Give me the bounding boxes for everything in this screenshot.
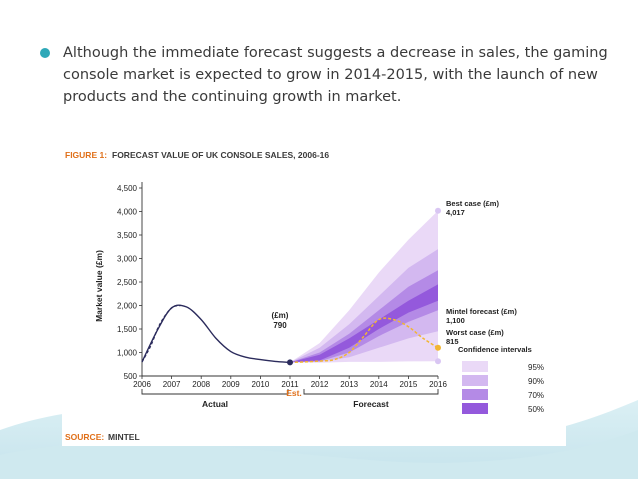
period-brackets <box>141 389 439 395</box>
legend-label: 50% <box>528 405 544 414</box>
x-tick-label: 2006 <box>133 380 151 389</box>
y-tick-label: 2,000 <box>117 302 138 311</box>
best-case-value: 4,017 <box>446 208 465 217</box>
legend-swatch-95pct <box>462 361 488 372</box>
x-tick-label: 2010 <box>252 380 270 389</box>
x-tick-label: 2016 <box>429 380 447 389</box>
y-tick-label: 3,000 <box>117 255 138 264</box>
y-tick-label: 1,000 <box>117 349 138 358</box>
confidence-bands <box>290 210 438 363</box>
mintel-forecast-value: 1,100 <box>446 316 465 325</box>
x-tick-label: 2014 <box>370 380 388 389</box>
y-tick-label: 1,500 <box>117 325 138 334</box>
bullet-text: Although the immediate forecast suggests… <box>63 45 608 105</box>
legend-swatch-90pct <box>462 375 488 386</box>
series-line-2 <box>289 317 439 364</box>
worst-case-label: Worst case (£m) <box>446 328 504 337</box>
x-tick-label: 2007 <box>163 380 181 389</box>
source-value: MINTEL <box>108 432 140 442</box>
x-tick-label: 2011 <box>281 380 299 389</box>
y-tick-label: 4,500 <box>117 184 138 193</box>
source-prefix: SOURCE: <box>65 432 104 442</box>
figure-title: FORECAST VALUE OF UK CONSOLE SALES, 2006… <box>112 150 329 160</box>
est-2011-unit: (£m) <box>272 311 289 320</box>
actual-period-label: Actual <box>202 399 228 409</box>
series-line-1 <box>141 304 181 363</box>
axes: 4,500 4,000 3,500 3,000 2,500 2,000 1,500 1,000… <box>117 182 447 389</box>
forecast-period-label: Forecast <box>353 399 389 409</box>
legend-title: Confidence intervals <box>458 345 532 354</box>
x-tick-label: 2009 <box>222 380 240 389</box>
band-70pct <box>290 270 438 363</box>
series-lines <box>141 304 439 364</box>
y-tick-label: 3,500 <box>117 231 138 240</box>
y-axis-label: Market value (£m) <box>94 250 104 322</box>
forecast-chart: FIGURE 1: FORECAST VALUE OF UK CONSOLE S… <box>65 150 544 442</box>
legend-label: 90% <box>528 377 544 386</box>
y-tick-label: 2,500 <box>117 278 138 287</box>
legend-swatch-50pct <box>462 403 488 414</box>
point-worst-case <box>435 358 441 365</box>
est-period-label: Est. <box>286 388 302 398</box>
point-mintel-forecast <box>435 344 441 351</box>
y-tick-label: 500 <box>124 372 138 381</box>
mintel-forecast-label: Mintel forecast (£m) <box>446 307 517 316</box>
x-tick-label: 2015 <box>400 380 418 389</box>
x-tick-label: 2013 <box>340 380 358 389</box>
legend-label: 70% <box>528 391 544 400</box>
band-90pct <box>290 249 438 363</box>
figure-prefix: FIGURE 1: <box>65 150 107 160</box>
worst-case-value: 815 <box>446 337 459 346</box>
series-line-0 <box>141 304 291 364</box>
x-tick-label: 2012 <box>311 380 329 389</box>
legend-label: 95% <box>528 363 544 372</box>
y-tick-label: 4,000 <box>117 208 138 217</box>
bullet-dot-icon <box>40 48 50 58</box>
legend: Confidence intervals 95% 90% 70% 50% <box>458 345 544 414</box>
legend-swatch-70pct <box>462 389 488 400</box>
point-2011 <box>287 359 293 366</box>
series-points <box>287 207 441 366</box>
est-2011-value: 790 <box>273 321 287 330</box>
figure-card: FIGURE 1: FORECAST VALUE OF UK CONSOLE S… <box>62 146 566 446</box>
x-tick-label: 2008 <box>192 380 210 389</box>
bullet-point: Although the immediate forecast suggests… <box>40 42 610 108</box>
best-case-label: Best case (£m) <box>446 199 499 208</box>
point-best-case <box>435 207 441 214</box>
